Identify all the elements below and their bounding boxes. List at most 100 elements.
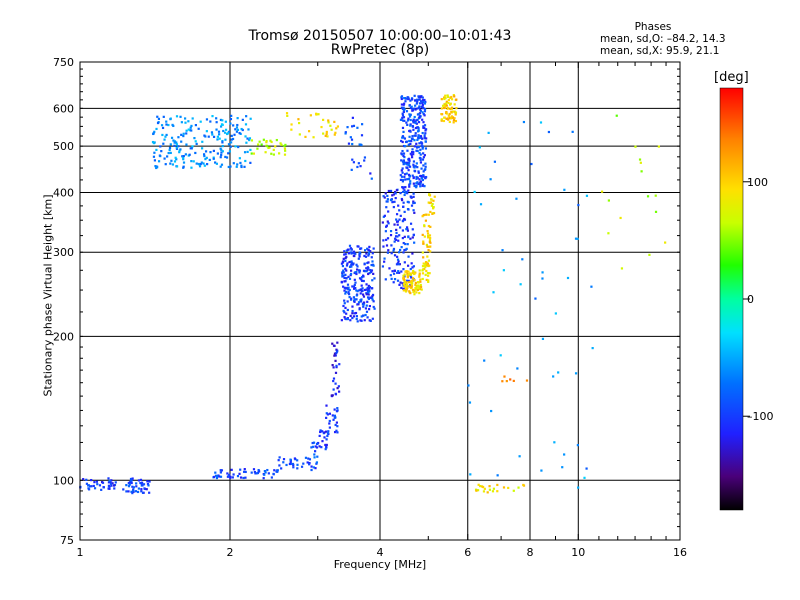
- data-point: [333, 416, 336, 419]
- data-point: [249, 148, 252, 152]
- data-point: [399, 226, 402, 229]
- data-point: [454, 111, 458, 114]
- data-point: [347, 275, 350, 278]
- data-point: [332, 366, 335, 369]
- data-point: [418, 178, 421, 181]
- data-point: [365, 304, 368, 307]
- data-point: [418, 105, 421, 108]
- data-point: [230, 138, 233, 141]
- data-point: [344, 256, 347, 260]
- data-point: [224, 155, 227, 159]
- data-point: [405, 285, 408, 289]
- data-point: [187, 128, 190, 131]
- data-point: [372, 247, 375, 250]
- data-point: [401, 126, 405, 130]
- data-point: [191, 145, 194, 148]
- data-point: [219, 118, 223, 122]
- data-point: [400, 103, 404, 106]
- data-point: [409, 124, 412, 127]
- data-point: [107, 481, 111, 484]
- data-point: [423, 224, 426, 227]
- data-point: [306, 461, 309, 464]
- data-point: [175, 165, 179, 168]
- data-point: [424, 128, 428, 131]
- data-point: [182, 132, 185, 135]
- data-point: [401, 114, 405, 117]
- data-point: [352, 124, 356, 127]
- data-point: [177, 136, 180, 139]
- data-point: [421, 103, 424, 106]
- data-point: [408, 177, 411, 181]
- data-point: [574, 372, 578, 375]
- data-point: [352, 287, 356, 290]
- data-point: [222, 129, 225, 133]
- data-point: [369, 172, 372, 175]
- data-point: [381, 265, 385, 268]
- data-point: [421, 269, 424, 272]
- data-point: [131, 485, 134, 488]
- data-point: [238, 131, 241, 135]
- data-point: [210, 131, 214, 134]
- data-point: [360, 143, 363, 147]
- data-point: [249, 161, 252, 164]
- data-point: [161, 126, 165, 130]
- data-point: [400, 175, 404, 178]
- data-point: [405, 190, 408, 193]
- data-point: [406, 161, 409, 164]
- data-point: [178, 151, 181, 154]
- data-point: [193, 136, 196, 140]
- data-point: [108, 487, 111, 490]
- data-point: [448, 120, 451, 124]
- data-point: [422, 213, 425, 217]
- data-point: [574, 237, 578, 240]
- axis-tick-labels: 1 2 4 6 8 10 16 75 100 200 300 400 500 600 750: [53, 56, 687, 559]
- data-point: [453, 103, 456, 106]
- data-point: [178, 149, 181, 152]
- data-point: [563, 453, 566, 456]
- data-point: [280, 143, 283, 146]
- data-point: [330, 394, 333, 397]
- data-point: [369, 268, 372, 272]
- data-point: [442, 119, 446, 123]
- data-point: [369, 250, 372, 253]
- data-point: [361, 123, 364, 126]
- data-point: [403, 210, 406, 213]
- data-point: [194, 140, 197, 143]
- data-point: [173, 160, 177, 163]
- data-point: [646, 195, 650, 198]
- data-point: [410, 262, 413, 265]
- data-point: [447, 114, 450, 117]
- data-point: [197, 127, 200, 130]
- data-point: [406, 178, 409, 181]
- data-point: [407, 143, 410, 146]
- data-point: [399, 174, 402, 177]
- data-point: [487, 131, 490, 134]
- data-point: [405, 228, 408, 231]
- data-point: [170, 159, 173, 162]
- data-point: [283, 147, 287, 150]
- data-point: [383, 257, 386, 260]
- data-point: [267, 146, 270, 150]
- data-point: [467, 384, 470, 387]
- data-point: [146, 482, 150, 486]
- data-point: [418, 102, 422, 105]
- data-point: [359, 300, 362, 303]
- data-point: [432, 207, 435, 210]
- data-point: [365, 288, 368, 291]
- data-point: [415, 102, 418, 105]
- data-point: [350, 269, 353, 272]
- data-point: [214, 161, 217, 164]
- data-point: [156, 115, 159, 118]
- data-point: [402, 268, 405, 271]
- data-point: [420, 167, 423, 170]
- data-point: [204, 150, 208, 153]
- data-point: [185, 132, 188, 135]
- data-point: [358, 289, 361, 292]
- data-point: [566, 276, 570, 280]
- data-point: [182, 134, 185, 138]
- data-point: [226, 472, 229, 475]
- data-point: [335, 351, 338, 355]
- data-point: [421, 99, 425, 102]
- data-point: [418, 142, 421, 145]
- data-point: [122, 488, 125, 491]
